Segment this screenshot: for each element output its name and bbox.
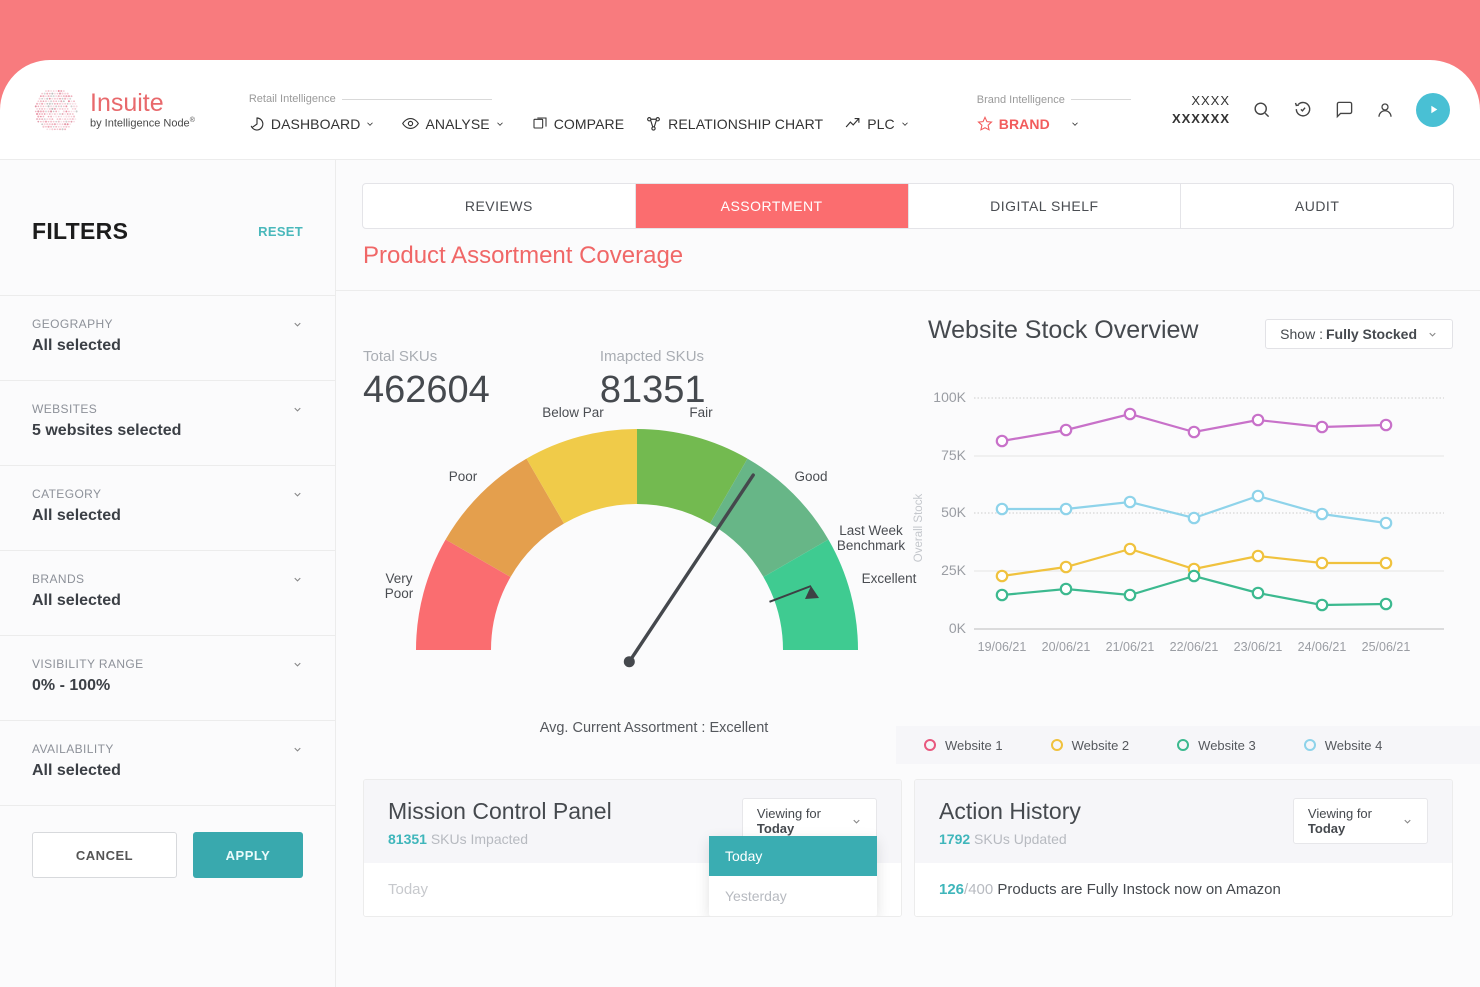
svg-text:Very: Very — [385, 571, 412, 586]
svg-text:24/06/21: 24/06/21 — [1298, 640, 1347, 654]
svg-text:Fair: Fair — [689, 405, 713, 420]
svg-text:19/06/21: 19/06/21 — [978, 640, 1027, 654]
svg-text:22/06/21: 22/06/21 — [1170, 640, 1219, 654]
svg-text:Overall Stock: Overall Stock — [913, 494, 925, 563]
svg-text:25/06/21: 25/06/21 — [1362, 640, 1411, 654]
svg-text:Last Week: Last Week — [839, 523, 903, 538]
svg-text:0K: 0K — [949, 620, 967, 636]
svg-text:Poor: Poor — [385, 586, 414, 601]
svg-text:Poor: Poor — [449, 469, 478, 484]
svg-text:Good: Good — [794, 469, 827, 484]
svg-text:50K: 50K — [941, 504, 967, 520]
svg-text:23/06/21: 23/06/21 — [1234, 640, 1283, 654]
svg-text:20/06/21: 20/06/21 — [1042, 640, 1091, 654]
svg-text:100K: 100K — [933, 389, 966, 405]
svg-text:Below Par: Below Par — [542, 405, 604, 420]
svg-text:25K: 25K — [941, 562, 967, 578]
svg-text:75K: 75K — [941, 447, 967, 463]
svg-text:21/06/21: 21/06/21 — [1106, 640, 1155, 654]
